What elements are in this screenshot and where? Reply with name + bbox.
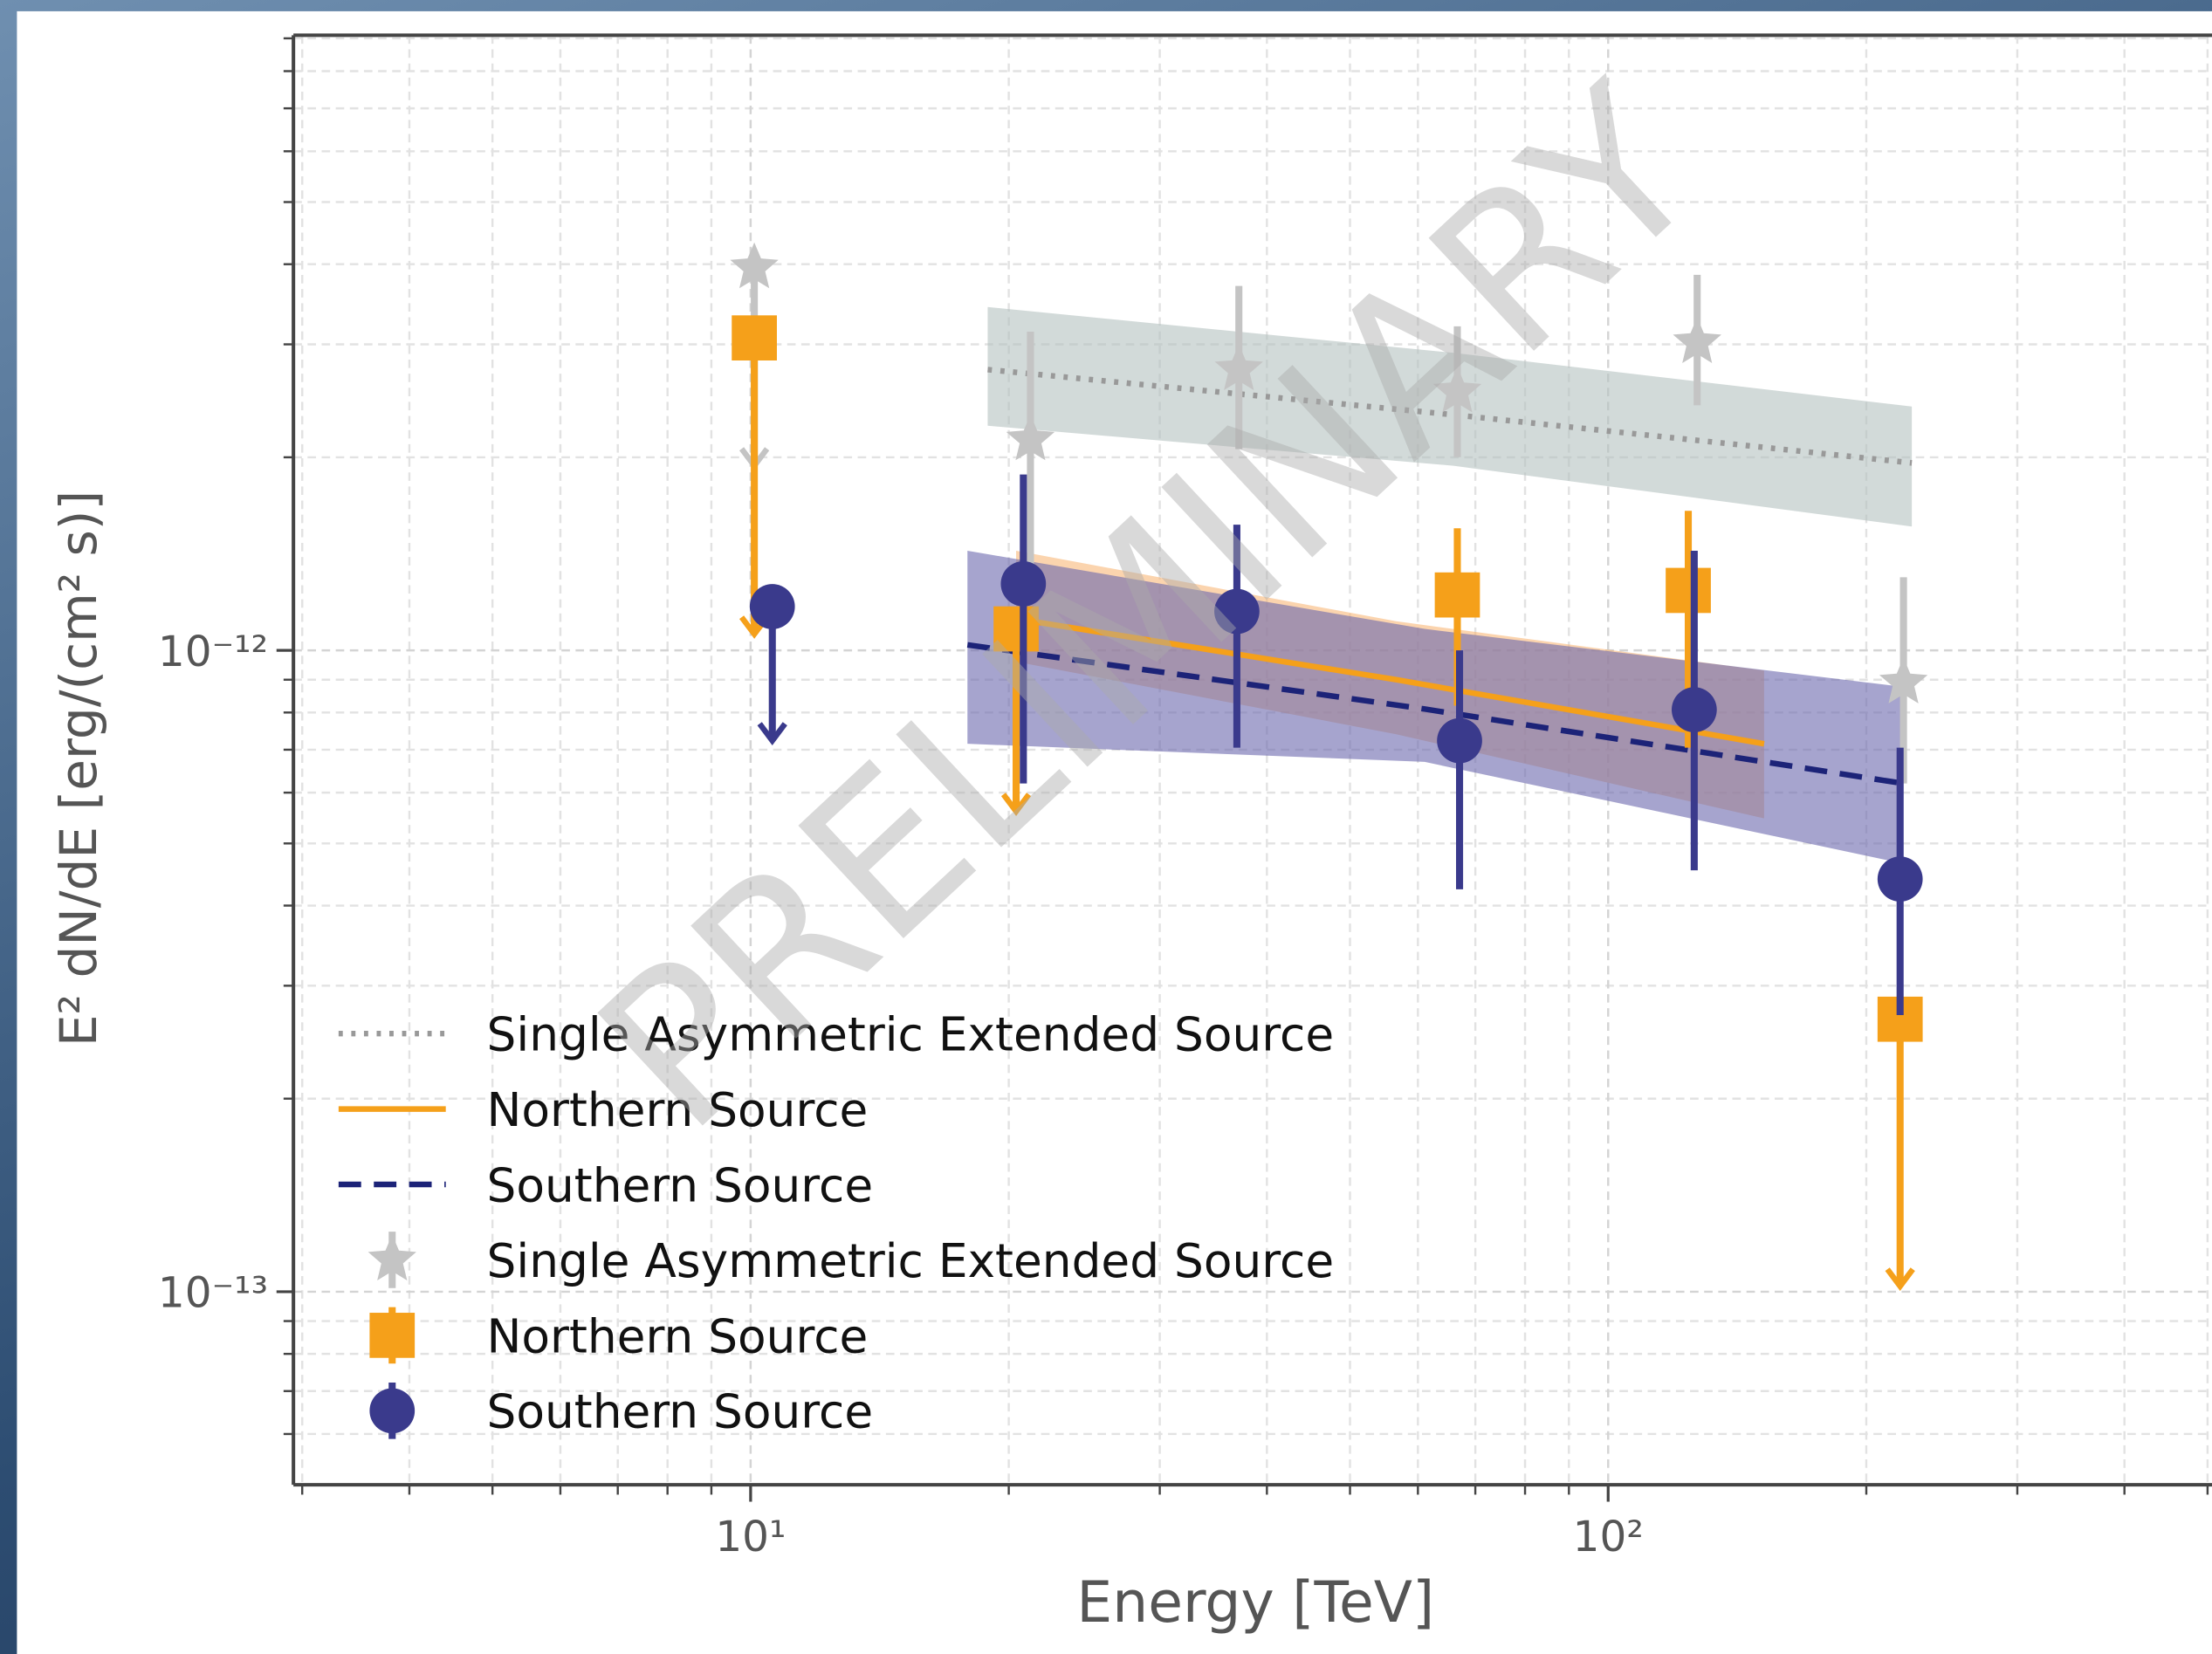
legend-label: Northern Source [487, 1309, 869, 1363]
x-tick-label: 10² [1573, 1513, 1644, 1561]
square-marker [1435, 573, 1480, 618]
y-tick-label: 10⁻¹² [158, 628, 268, 676]
square-marker [1666, 568, 1711, 614]
circle-marker [369, 1388, 415, 1433]
circle-marker [1437, 718, 1482, 764]
square-marker [732, 315, 777, 360]
x-axis-label: Energy [TeV] [1076, 1570, 1434, 1636]
x-tick-label: 10¹ [715, 1513, 786, 1561]
page: 10¹ 10² 10⁻¹³ 10⁻¹² Energy [TeV] E² dN/dE [… [0, 0, 2212, 1654]
chart: 10¹ 10² 10⁻¹³ 10⁻¹² Energy [TeV] E² dN/dE [… [0, 0, 2212, 1654]
circle-marker [1878, 856, 1923, 902]
legend-label: Single Asymmetric Extended Source [487, 1234, 1335, 1288]
legend-label: Southern Source [487, 1385, 874, 1439]
y-tick-label: 10⁻¹³ [158, 1269, 268, 1318]
square-marker [369, 1313, 415, 1358]
circle-marker [1672, 687, 1717, 732]
circle-marker [750, 584, 795, 629]
y-axis-label: E² dN/dE [erg/(cm² s)] [49, 491, 108, 1047]
legend-label: Southern Source [487, 1158, 874, 1212]
